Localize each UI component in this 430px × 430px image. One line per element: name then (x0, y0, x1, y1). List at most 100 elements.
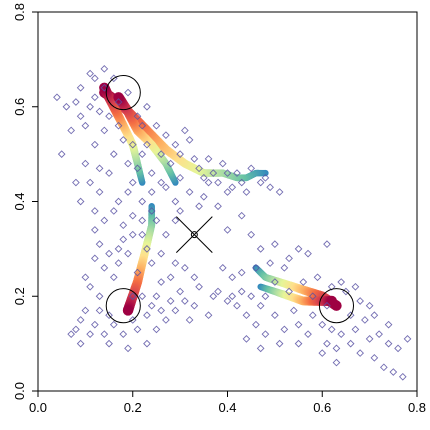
data-point (95, 240, 104, 248)
y-tick-label: 0.8 (12, 3, 27, 21)
data-point (204, 155, 213, 163)
data-point (72, 325, 80, 334)
data-point (199, 173, 208, 182)
data-point (351, 325, 360, 334)
data-point (199, 192, 208, 201)
data-point (124, 344, 132, 353)
data-point (147, 169, 156, 177)
data-point (62, 102, 71, 111)
data-point (114, 121, 123, 130)
data-point (323, 240, 331, 248)
data-point (181, 263, 189, 272)
data-point (261, 292, 270, 301)
data-point (91, 320, 99, 329)
data-point (143, 102, 151, 111)
data-point (308, 311, 317, 320)
data-point (72, 178, 80, 187)
data-point (247, 292, 256, 301)
trail-dot (99, 82, 110, 94)
x-tick-label: 0.0 (29, 400, 47, 415)
data-point (247, 230, 256, 239)
data-point (223, 188, 232, 196)
data-point (124, 249, 132, 258)
data-point (119, 221, 128, 230)
data-point (105, 169, 113, 177)
y-tick-label: 0.4 (12, 192, 27, 210)
data-point (95, 188, 104, 196)
data-point (100, 126, 109, 135)
y-tick-label: 0.6 (12, 98, 27, 116)
data-point (185, 136, 194, 144)
data-point (171, 140, 180, 149)
data-point (91, 207, 99, 215)
data-point (162, 316, 170, 324)
data-point (91, 140, 99, 149)
data-point (370, 354, 379, 362)
data-point (157, 178, 166, 187)
data-point (323, 339, 331, 348)
data-point (351, 282, 360, 291)
data-point (289, 306, 298, 315)
data-point (375, 330, 383, 338)
data-point (86, 69, 94, 78)
x-tick-label: 0.2 (124, 400, 142, 415)
cluster-circles (105, 74, 355, 324)
data-point (133, 268, 142, 277)
data-point (389, 368, 398, 376)
data-point (237, 178, 246, 187)
x-axis: 0.0 0.2 0.4 0.6 0.8 (29, 391, 426, 415)
data-point (171, 197, 180, 206)
data-point (138, 121, 147, 130)
data-point (138, 230, 147, 239)
data-point (384, 339, 393, 348)
data-point (133, 112, 142, 121)
data-point (337, 330, 346, 338)
data-point (181, 126, 189, 135)
cluster-circle (318, 288, 355, 324)
data-point (394, 344, 402, 353)
y-axis: 0.0 0.2 0.4 0.6 0.8 (12, 3, 38, 400)
data-point (304, 249, 312, 258)
data-point (109, 273, 118, 282)
data-point (152, 216, 161, 225)
data-point (157, 249, 166, 258)
data-point (285, 254, 293, 263)
data-point (128, 140, 137, 149)
data-point (124, 188, 132, 196)
data-point (294, 339, 303, 348)
data-point (223, 297, 232, 305)
data-point (147, 188, 156, 196)
data-point (233, 169, 241, 177)
data-point (214, 202, 222, 211)
data-point (119, 330, 128, 338)
y-tick-label: 0.0 (12, 382, 27, 400)
data-point (228, 183, 237, 192)
data-point (256, 301, 265, 310)
data-point (361, 316, 369, 324)
data-point (318, 349, 327, 357)
data-point (133, 164, 142, 173)
data-point (242, 188, 251, 196)
data-point (176, 287, 184, 296)
data-point (143, 140, 151, 149)
data-point (346, 339, 355, 348)
data-point (138, 197, 147, 206)
x-tick-label: 0.4 (218, 400, 236, 415)
data-point (114, 245, 123, 253)
data-point (162, 183, 170, 192)
data-point (285, 287, 293, 296)
data-point (67, 330, 75, 338)
data-point (57, 150, 66, 158)
data-point (190, 301, 199, 310)
data-point (308, 292, 317, 301)
data-point (171, 306, 180, 315)
data-point (76, 112, 85, 121)
data-point (91, 254, 99, 263)
data-point (100, 263, 109, 272)
data-point (67, 126, 75, 135)
data-point (147, 301, 156, 310)
data-point (81, 273, 90, 282)
data-point (280, 263, 289, 272)
data-point (91, 74, 99, 83)
